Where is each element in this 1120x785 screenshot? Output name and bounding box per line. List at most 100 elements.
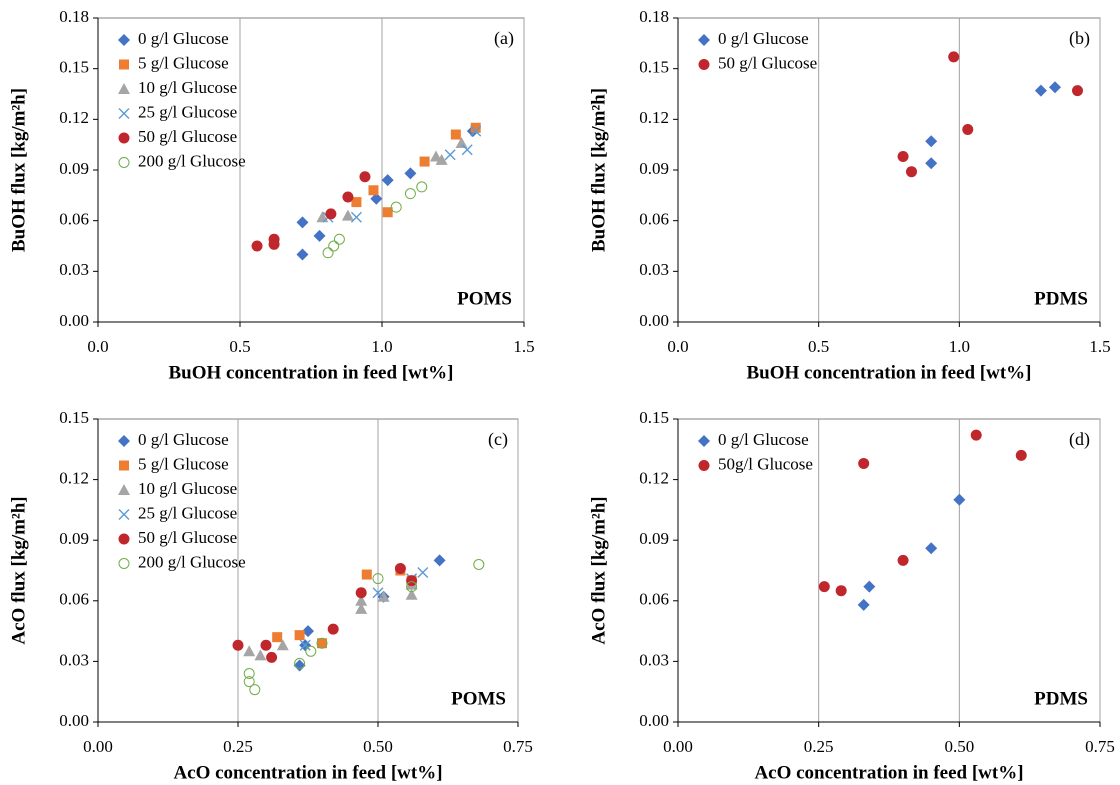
marker-cross	[461, 144, 473, 156]
marker-circle	[897, 150, 909, 162]
legend-marker	[698, 460, 710, 471]
marker-diamond	[925, 157, 938, 170]
marker-open-circle	[328, 240, 340, 252]
x-tick-label: 0.50	[363, 737, 393, 756]
marker-open-circle	[243, 676, 255, 688]
y-tick-label: 0.03	[639, 650, 669, 669]
marker-circle	[268, 238, 280, 250]
y-tick-label: 0.00	[59, 711, 89, 730]
y-tick-label: 0.09	[59, 159, 89, 178]
marker-triangle	[455, 136, 468, 148]
legend-label: 25 g/l Glucose	[138, 503, 237, 522]
legend-marker	[118, 157, 130, 168]
legend-marker	[118, 558, 130, 569]
y-tick-label: 0.15	[59, 408, 89, 427]
y-tick-label: 0.00	[59, 311, 89, 330]
marker-diamond	[370, 192, 383, 205]
y-tick-label: 0.12	[59, 108, 89, 127]
y-tick-label: 0.15	[59, 58, 89, 77]
marker-circle	[897, 554, 909, 566]
x-axis-title: BuOH concentration in feed [wt%]	[169, 362, 454, 383]
legend-marker	[119, 59, 129, 70]
marker-circle	[1071, 85, 1083, 97]
y-axis-title: AcO flux [kg/m²h]	[8, 496, 29, 644]
marker-circle	[906, 166, 918, 178]
legend-label: 50 g/l Glucose	[138, 127, 237, 146]
marker-open-circle	[322, 247, 334, 259]
x-tick-label: 0.0	[87, 337, 108, 356]
x-tick-label: 0.50	[944, 737, 974, 756]
marker-triangle	[435, 153, 448, 165]
marker-triangle	[341, 209, 354, 221]
marker-square	[382, 207, 393, 218]
marker-open-circle	[404, 188, 416, 200]
marker-cross	[444, 149, 456, 161]
marker-diamond	[857, 598, 870, 611]
marker-cross	[350, 211, 362, 223]
legend-label: 0 g/l Glucose	[138, 29, 229, 48]
x-tick-label: 1.5	[1089, 337, 1110, 356]
marker-triangle	[254, 649, 267, 661]
marker-circle	[355, 587, 367, 599]
marker-diamond	[433, 554, 446, 567]
marker-open-circle	[333, 233, 345, 245]
x-tick-label: 0.75	[503, 737, 533, 756]
legend-marker	[698, 435, 710, 447]
x-tick-label: 1.0	[371, 337, 392, 356]
legend-label: 5 g/l Glucose	[138, 53, 229, 72]
marker-diamond	[953, 493, 966, 506]
marker-cross	[417, 567, 429, 579]
marker-diamond	[863, 580, 876, 593]
y-tick-label: 0.18	[59, 7, 89, 26]
legend-label: 0 g/l Glucose	[718, 430, 809, 449]
marker-square	[361, 569, 372, 580]
y-tick-label: 0.12	[59, 469, 89, 488]
legend-label: 200 g/l Glucose	[138, 151, 246, 170]
marker-diamond	[313, 229, 326, 242]
legend-label: 5 g/l Glucose	[138, 454, 229, 473]
marker-open-circle	[305, 645, 317, 657]
legend-label: 10 g/l Glucose	[138, 479, 237, 498]
membrane-label: PDMS	[1034, 688, 1088, 709]
marker-cross	[372, 587, 384, 599]
y-axis-title: BuOH flux [kg/m²h]	[588, 88, 609, 252]
marker-triangle	[243, 645, 256, 657]
marker-square	[419, 156, 430, 167]
y-tick-label: 0.15	[639, 58, 669, 77]
marker-circle	[1015, 449, 1027, 461]
x-tick-label: 0.00	[663, 737, 693, 756]
legend-label: 0 g/l Glucose	[138, 430, 229, 449]
marker-circle	[835, 585, 847, 597]
marker-circle	[394, 562, 406, 574]
marker-triangle	[355, 594, 368, 606]
marker-square	[272, 632, 283, 643]
marker-circle	[359, 171, 371, 183]
y-tick-label: 0.12	[639, 108, 669, 127]
membrane-label: PDMS	[1034, 288, 1088, 309]
marker-circle	[818, 581, 830, 593]
legend-marker	[118, 132, 130, 144]
legend-marker	[118, 83, 130, 94]
marker-circle	[948, 51, 960, 63]
legend-label: 0 g/l Glucose	[718, 29, 809, 48]
legend-label: 50g/l Glucose	[718, 454, 813, 473]
x-axis-title: AcO concentration in feed [wt%]	[754, 762, 1023, 783]
marker-diamond	[1048, 81, 1061, 94]
marker-diamond	[296, 216, 309, 229]
marker-triangle	[276, 639, 289, 651]
x-tick-label: 0.5	[229, 337, 250, 356]
marker-open-circle	[243, 668, 255, 680]
legend-marker	[119, 460, 129, 471]
y-tick-label: 0.09	[639, 159, 669, 178]
panel-label: (a)	[494, 28, 514, 49]
marker-triangle	[429, 150, 442, 162]
marker-circle	[858, 457, 870, 469]
y-tick-label: 0.00	[639, 711, 669, 730]
x-tick-label: 0.0	[667, 337, 688, 356]
legend-label: 10 g/l Glucose	[138, 78, 237, 97]
x-axis-title: BuOH concentration in feed [wt%]	[747, 362, 1032, 383]
marker-circle	[232, 639, 244, 651]
legend-marker	[118, 435, 130, 447]
y-tick-label: 0.03	[59, 260, 89, 279]
